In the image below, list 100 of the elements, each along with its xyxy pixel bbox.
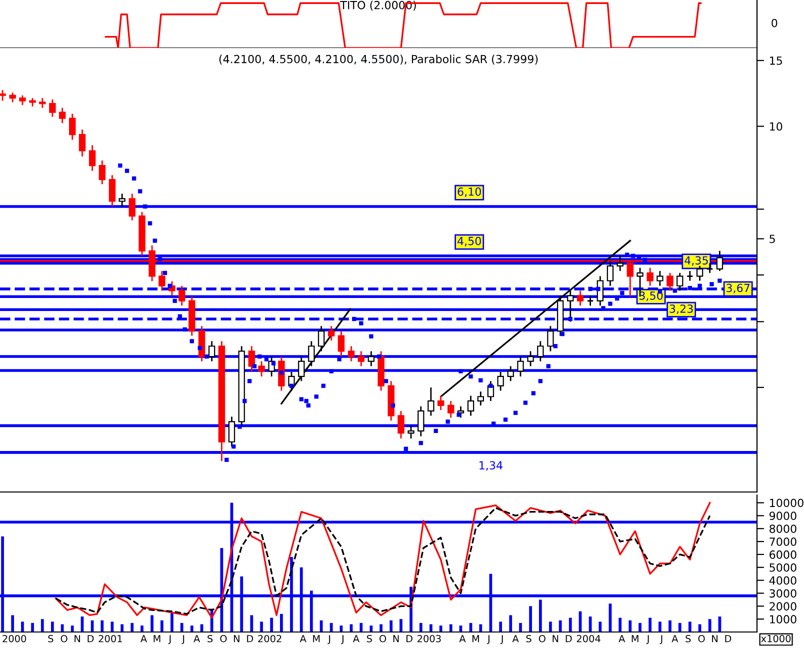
bar	[529, 606, 532, 632]
candlestick	[606, 260, 614, 287]
candlestick	[338, 330, 345, 358]
candlestick	[178, 285, 186, 306]
y-tick-label: 2000	[770, 602, 796, 611]
x-tick-label: A	[352, 635, 360, 642]
bar	[120, 624, 124, 632]
bar	[618, 618, 622, 632]
y-tick-label: 3000	[770, 589, 796, 598]
bar	[370, 626, 373, 632]
x-tick-label: 2002	[258, 634, 282, 642]
x-tick-label: S	[208, 634, 213, 642]
candlestick	[527, 350, 534, 367]
candlestick	[716, 250, 724, 272]
x-tick-label: M	[154, 635, 160, 642]
candlestick	[437, 395, 444, 411]
text: x1000	[761, 634, 791, 642]
candlestick	[318, 325, 325, 352]
x-tick-label: D	[566, 635, 572, 642]
y-tick-label: 5000	[770, 563, 796, 572]
bar	[11, 615, 14, 632]
bar	[21, 622, 24, 632]
bar	[419, 622, 422, 632]
candlestick	[39, 97, 46, 109]
bar	[558, 620, 562, 632]
bar	[140, 626, 144, 632]
bar	[40, 619, 44, 632]
candlestick	[586, 295, 594, 306]
x-tick-label: J	[168, 635, 171, 644]
bar	[280, 614, 283, 632]
ref-line-label: 6,10	[458, 187, 481, 197]
x-tick-label: O	[380, 634, 386, 642]
bar	[330, 622, 333, 632]
x-tick-label: J	[660, 635, 662, 644]
candlestick	[517, 356, 524, 378]
bar	[499, 622, 502, 632]
x-tick-label: O	[60, 634, 68, 642]
y-tick-label: 5	[770, 234, 775, 244]
x-tick-label: J	[328, 635, 330, 644]
bar	[449, 624, 452, 632]
bar	[31, 622, 34, 632]
x-tick-label: M	[472, 635, 479, 642]
bar	[708, 619, 712, 632]
y-tick-label: 4000	[769, 576, 796, 585]
candlestick	[616, 255, 624, 272]
bar	[51, 622, 54, 632]
candlestick	[428, 386, 434, 416]
candlestick	[308, 340, 315, 367]
x-tick-label: D	[725, 635, 732, 642]
x-tick-label: N	[74, 635, 80, 642]
bar	[70, 626, 74, 632]
bar	[678, 622, 682, 632]
annotation: 1,34	[480, 461, 502, 471]
candlestick	[258, 360, 265, 378]
candlestick	[408, 424, 414, 440]
bar	[430, 624, 432, 632]
bar	[160, 620, 164, 632]
bar	[390, 620, 393, 632]
x-tick-label: N	[393, 635, 399, 642]
candlestick	[398, 410, 404, 440]
candlestick	[576, 290, 584, 306]
bar	[509, 615, 512, 632]
candlestick	[537, 340, 544, 362]
y-tick-label: 6000	[770, 550, 796, 559]
candlestick	[298, 356, 305, 382]
bar	[519, 622, 522, 632]
x-tick-label: D	[247, 635, 254, 642]
bar	[130, 622, 134, 632]
text: 0	[772, 18, 778, 28]
x-tick-label: D	[88, 635, 94, 642]
candlestick	[686, 270, 694, 282]
candlestick	[128, 193, 136, 222]
x-tick-label: 2001	[98, 634, 122, 642]
x-tick-label: A	[194, 635, 200, 642]
bar	[150, 615, 154, 632]
x-tick-label: O	[538, 634, 546, 642]
text: (4.2100, 4.5500, 4.2100, 4.5500), Parabolic SAR (3.7999)	[219, 54, 538, 65]
bar	[360, 622, 363, 632]
y-tick-label: 8000	[770, 524, 796, 533]
bar	[479, 624, 482, 632]
x-tick-label: S	[686, 634, 691, 642]
x-tick-label: A	[459, 635, 466, 642]
x-tick-label: M	[313, 635, 320, 642]
bar	[270, 618, 273, 632]
x-tick-label: 2004	[576, 634, 600, 642]
candlestick	[78, 128, 86, 158]
bar	[538, 600, 542, 632]
bar	[648, 618, 652, 632]
candlestick	[696, 265, 704, 282]
candlestick	[328, 325, 335, 342]
candlestick	[9, 92, 16, 103]
candlestick	[108, 174, 116, 208]
candlestick	[88, 144, 96, 172]
bar	[688, 622, 692, 632]
y-tick-label: 10	[770, 122, 782, 131]
x-tick-label: 2003	[418, 634, 441, 642]
x-tick-label: S	[526, 634, 532, 642]
candlestick	[497, 371, 504, 392]
candlestick	[0, 89, 6, 102]
candlestick	[348, 345, 355, 362]
